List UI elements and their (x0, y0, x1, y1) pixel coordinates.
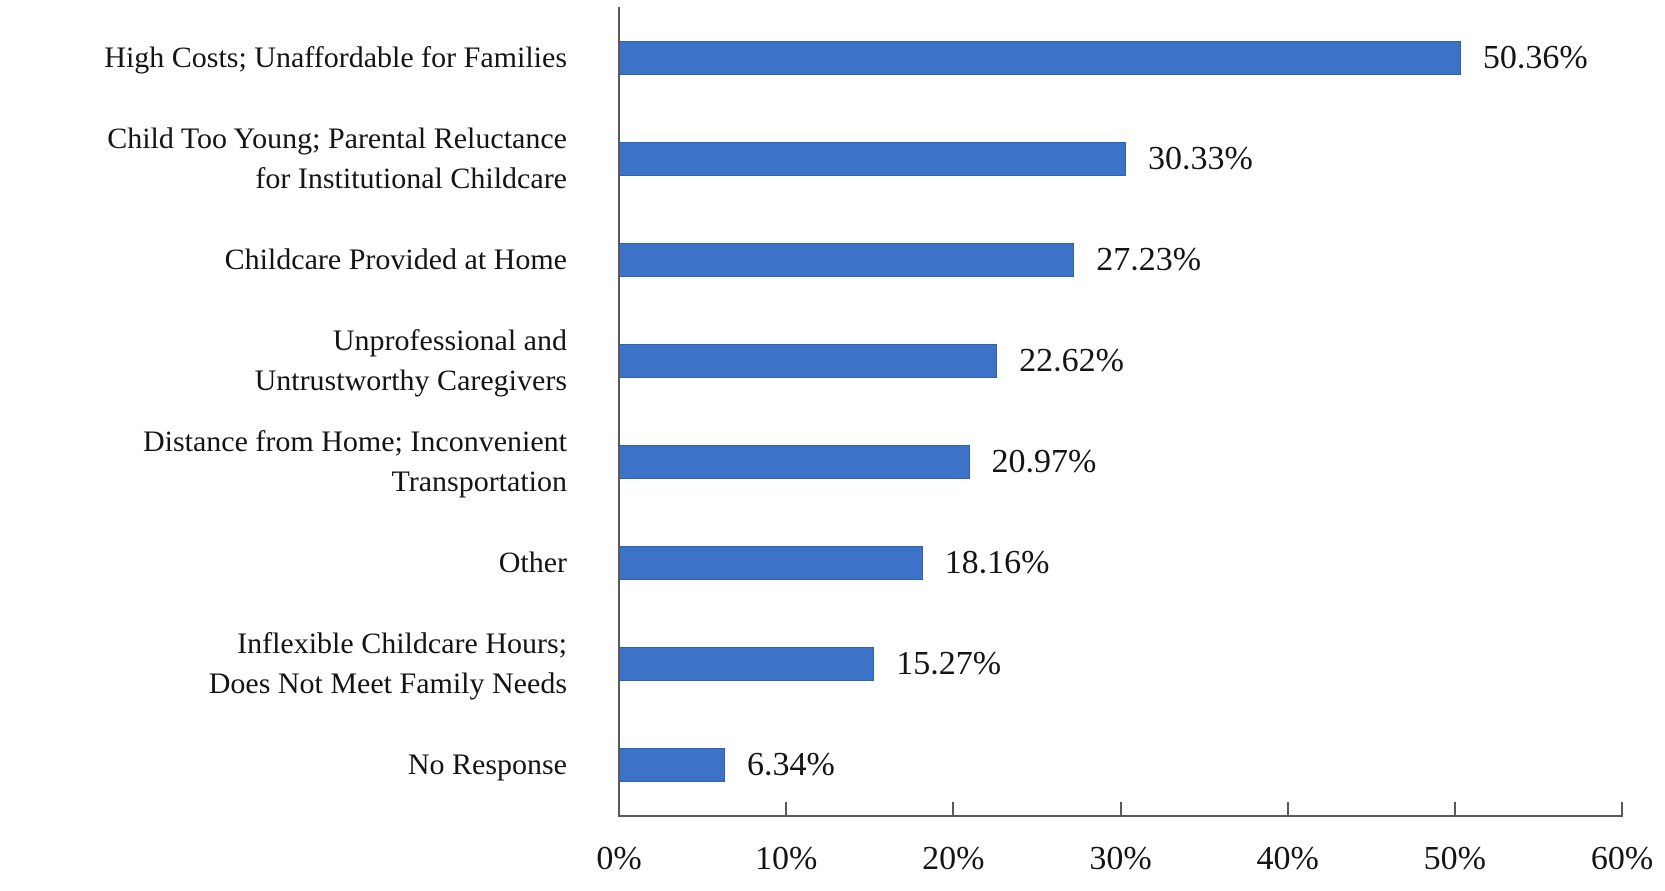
category-label-line: No Response (407, 747, 567, 781)
bar-value-label: 20.97% (991, 442, 1097, 480)
x-axis-tick-label: 60% (1590, 840, 1654, 877)
bar-row: 20.97% (619, 411, 1622, 512)
plot-area: 50.36% 30.33% 27.23% 22.62% 20.97% 18.16… (596, 7, 1653, 877)
x-axis-tick-mark (1621, 802, 1623, 815)
bar (619, 343, 998, 378)
x-axis-tick-mark (1286, 802, 1289, 815)
category-label-line: Untrustworthy Caregivers (254, 363, 567, 397)
category-label: Distance from Home; Inconvenient Transpor… (0, 411, 567, 512)
bar-row: 22.62% (619, 310, 1622, 411)
bar-value-label: 30.33% (1148, 139, 1253, 177)
category-label: Child Too Young; Parental Reluctance for … (0, 108, 567, 209)
x-axis-tick-label: 10% (754, 840, 818, 877)
category-label: Other (0, 512, 567, 613)
category-label-line: Childcare Provided at Home (224, 242, 567, 276)
bar (619, 141, 1127, 176)
bar-row: 30.33% (619, 108, 1622, 209)
bar (619, 545, 923, 580)
x-axis-tick-label: 30% (1089, 840, 1152, 877)
bar-value-label: 27.23% (1096, 240, 1202, 278)
category-label-line: Distance from Home; Inconvenient (142, 424, 567, 458)
bar-row: 27.23% (619, 209, 1622, 310)
category-label-line: Transportation (391, 464, 567, 498)
bar (619, 444, 970, 479)
x-axis-tick-label: 50% (1423, 840, 1486, 877)
x-axis-line (618, 815, 1623, 817)
category-label-line: Does Not Meet Family Needs (208, 666, 567, 700)
x-axis-tick-label: 20% (922, 840, 985, 877)
bar-row: 15.27% (619, 613, 1622, 714)
category-label-line: Unprofessional and (332, 323, 567, 357)
x-axis-tick-mark (1119, 802, 1122, 815)
bar-value-label: 6.34% (746, 745, 835, 783)
x-axis-tick-label: 40% (1256, 840, 1319, 877)
bar (619, 646, 875, 681)
bar-value-label: 18.16% (944, 543, 1050, 581)
bar-row: 50.36% (619, 7, 1622, 108)
category-label: Inflexible Childcare Hours; Does Not Meet… (0, 613, 567, 714)
category-label-line: Inflexible Childcare Hours; (237, 626, 567, 660)
category-label: Childcare Provided at Home (0, 209, 567, 310)
x-axis-tick-label: 0% (596, 840, 642, 877)
category-label: High Costs; Unaffordable for Families (0, 7, 567, 108)
category-label-line: Other (498, 545, 567, 579)
bar-value-label: 50.36% (1482, 38, 1588, 76)
y-axis-line (618, 7, 620, 817)
category-label: No Response (0, 714, 567, 815)
category-label: Unprofessional and Untrustworthy Caregive… (0, 310, 567, 411)
category-axis-labels: High Costs; Unaffordable for Families Chi… (0, 7, 619, 815)
bar (619, 747, 725, 782)
category-label-line: High Costs; Unaffordable for Families (104, 40, 567, 74)
x-axis-tick-mark (952, 802, 955, 815)
category-label-line: Child Too Young; Parental Reluctance (107, 121, 567, 155)
bar-row: 6.34% (619, 714, 1622, 815)
bar (619, 40, 1461, 75)
x-axis-tick-mark (785, 802, 788, 815)
bar-value-label: 22.62% (1019, 341, 1124, 379)
bar-rows: 50.36% 30.33% 27.23% 22.62% 20.97% 18.16… (619, 7, 1622, 815)
bar-value-label: 15.27% (896, 644, 1002, 682)
bar (619, 242, 1075, 277)
bar-row: 18.16% (619, 512, 1622, 613)
x-axis-tick-mark (1453, 802, 1456, 815)
category-label-line: for Institutional Childcare (255, 161, 567, 195)
